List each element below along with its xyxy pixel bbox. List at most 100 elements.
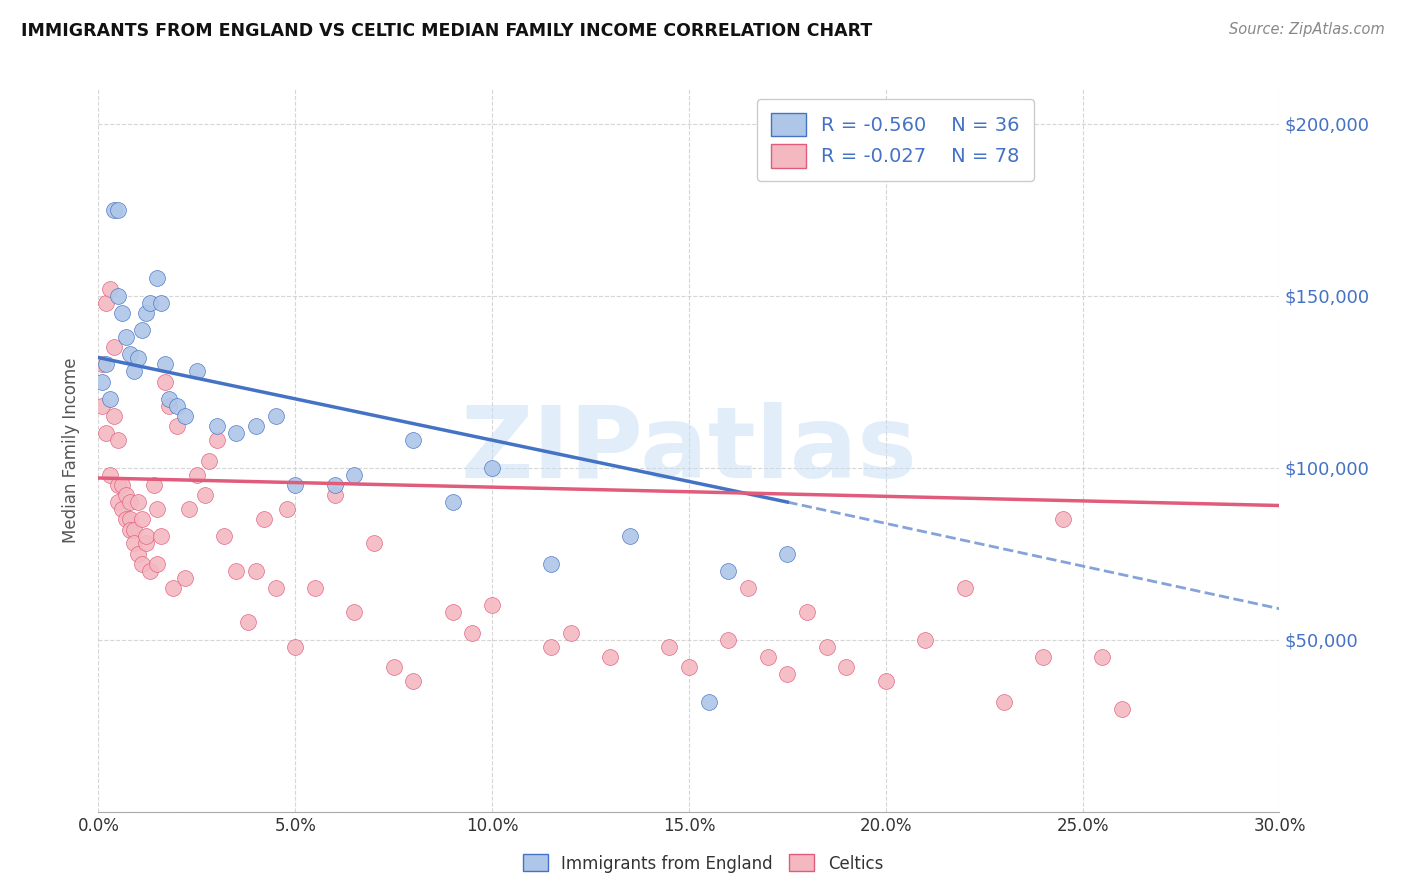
Point bbox=[194, 488, 217, 502]
Point bbox=[107, 433, 129, 447]
Point bbox=[155, 358, 177, 372]
Point bbox=[1091, 649, 1114, 664]
Point bbox=[323, 488, 346, 502]
Point bbox=[91, 358, 114, 372]
Point bbox=[197, 454, 219, 468]
Point bbox=[717, 564, 740, 578]
Point bbox=[127, 495, 149, 509]
Point bbox=[111, 306, 134, 320]
Point bbox=[304, 581, 326, 595]
Point bbox=[560, 625, 582, 640]
Point bbox=[150, 295, 173, 310]
Legend: Immigrants from England, Celtics: Immigrants from England, Celtics bbox=[516, 847, 890, 880]
Point bbox=[138, 295, 160, 310]
Point bbox=[107, 478, 129, 492]
Point bbox=[127, 351, 149, 365]
Point bbox=[599, 649, 621, 664]
Point bbox=[98, 392, 121, 406]
Point bbox=[135, 306, 157, 320]
Point bbox=[146, 271, 169, 285]
Point bbox=[166, 399, 188, 413]
Point bbox=[131, 323, 153, 337]
Point bbox=[276, 502, 298, 516]
Point bbox=[540, 557, 562, 571]
Point bbox=[461, 625, 484, 640]
Point bbox=[157, 399, 180, 413]
Point bbox=[619, 529, 641, 543]
Point bbox=[441, 605, 464, 619]
Point bbox=[146, 502, 169, 516]
Point bbox=[441, 495, 464, 509]
Point bbox=[214, 529, 236, 543]
Point bbox=[776, 667, 799, 681]
Point bbox=[402, 673, 425, 688]
Point bbox=[737, 581, 759, 595]
Point bbox=[717, 632, 740, 647]
Point bbox=[658, 640, 681, 654]
Point bbox=[122, 364, 145, 378]
Point bbox=[697, 695, 720, 709]
Point bbox=[835, 660, 858, 674]
Point bbox=[142, 478, 165, 492]
Point bbox=[245, 419, 267, 434]
Point bbox=[166, 419, 188, 434]
Point bbox=[138, 564, 160, 578]
Point bbox=[174, 571, 197, 585]
Point bbox=[323, 478, 346, 492]
Point bbox=[343, 605, 366, 619]
Point bbox=[103, 202, 125, 217]
Point bbox=[284, 640, 307, 654]
Text: ZIPatlas: ZIPatlas bbox=[461, 402, 917, 499]
Point bbox=[118, 523, 141, 537]
Point bbox=[253, 512, 276, 526]
Point bbox=[115, 330, 138, 344]
Point bbox=[131, 557, 153, 571]
Point bbox=[1111, 701, 1133, 715]
Point bbox=[402, 433, 425, 447]
Point bbox=[186, 364, 208, 378]
Point bbox=[815, 640, 838, 654]
Point bbox=[135, 536, 157, 550]
Point bbox=[953, 581, 976, 595]
Point bbox=[131, 512, 153, 526]
Point bbox=[796, 605, 818, 619]
Point bbox=[111, 478, 134, 492]
Point bbox=[264, 409, 287, 423]
Point bbox=[382, 660, 405, 674]
Point bbox=[481, 460, 503, 475]
Legend: R = -0.560    N = 36, R = -0.027    N = 78: R = -0.560 N = 36, R = -0.027 N = 78 bbox=[758, 99, 1033, 181]
Point bbox=[174, 409, 197, 423]
Point bbox=[150, 529, 173, 543]
Point bbox=[98, 467, 121, 482]
Point bbox=[122, 523, 145, 537]
Point bbox=[264, 581, 287, 595]
Point bbox=[284, 478, 307, 492]
Point bbox=[107, 202, 129, 217]
Point bbox=[98, 282, 121, 296]
Point bbox=[118, 512, 141, 526]
Point bbox=[245, 564, 267, 578]
Point bbox=[205, 419, 228, 434]
Point bbox=[914, 632, 936, 647]
Point bbox=[776, 547, 799, 561]
Text: IMMIGRANTS FROM ENGLAND VS CELTIC MEDIAN FAMILY INCOME CORRELATION CHART: IMMIGRANTS FROM ENGLAND VS CELTIC MEDIAN… bbox=[21, 22, 872, 40]
Point bbox=[118, 495, 141, 509]
Point bbox=[115, 512, 138, 526]
Point bbox=[127, 547, 149, 561]
Point bbox=[155, 375, 177, 389]
Point bbox=[107, 495, 129, 509]
Point bbox=[756, 649, 779, 664]
Point bbox=[343, 467, 366, 482]
Point bbox=[96, 358, 118, 372]
Point bbox=[186, 467, 208, 482]
Point bbox=[236, 615, 259, 630]
Point bbox=[875, 673, 897, 688]
Point bbox=[122, 536, 145, 550]
Point bbox=[146, 557, 169, 571]
Point bbox=[177, 502, 200, 516]
Point bbox=[481, 599, 503, 613]
Point bbox=[162, 581, 184, 595]
Point bbox=[96, 295, 118, 310]
Point bbox=[678, 660, 700, 674]
Point bbox=[1052, 512, 1074, 526]
